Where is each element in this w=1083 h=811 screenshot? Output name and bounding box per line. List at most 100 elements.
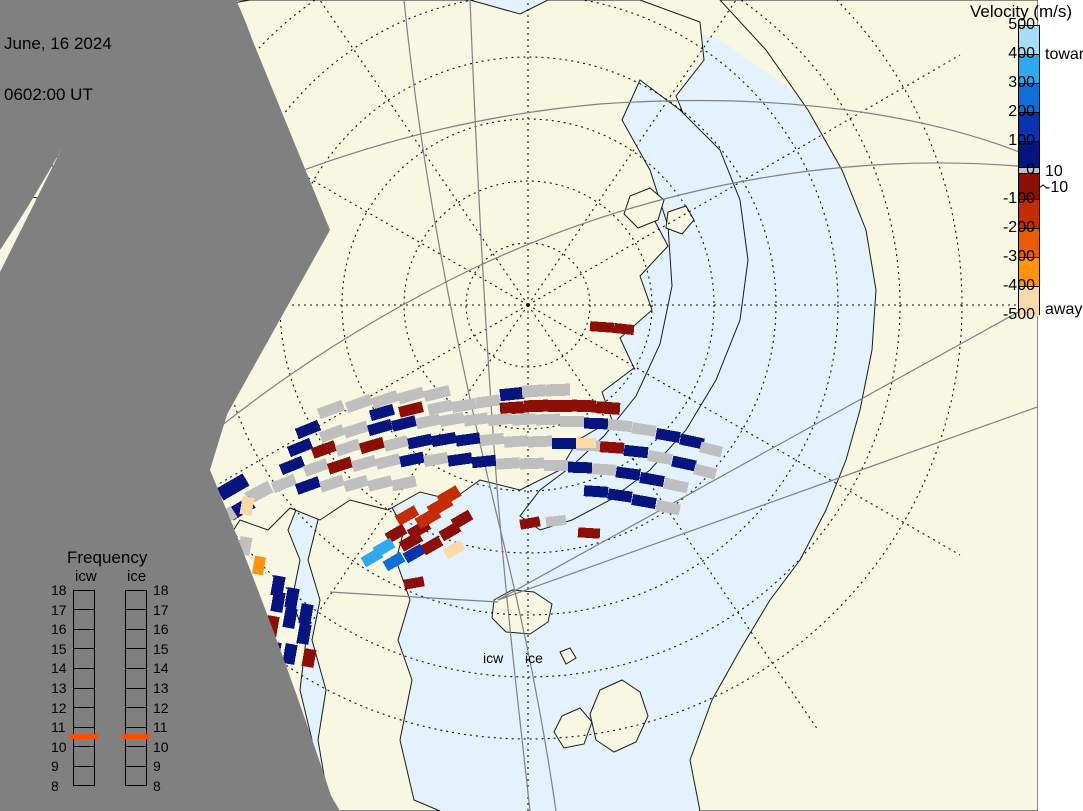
frequency-gridline bbox=[74, 628, 94, 630]
radar-cell bbox=[475, 394, 501, 409]
radar-cell bbox=[463, 412, 489, 427]
radar-cell bbox=[523, 399, 549, 413]
radar-cell bbox=[679, 433, 705, 450]
radar-cell bbox=[499, 386, 525, 402]
radar-cell bbox=[284, 587, 300, 609]
colorbar-tick--500: -500 bbox=[1002, 306, 1035, 323]
radar-cell bbox=[249, 630, 265, 650]
frequency-tick-left-14: 14 bbox=[51, 660, 67, 677]
frequency-gridline bbox=[126, 765, 146, 767]
colorbar-tick-500: 500 bbox=[1008, 16, 1035, 33]
radar-cell bbox=[567, 461, 593, 474]
frequency-gridline bbox=[126, 726, 146, 728]
colorbar-segment-10 bbox=[1019, 287, 1039, 316]
frequency-tick-left-9: 9 bbox=[51, 758, 59, 775]
radar-cell bbox=[607, 488, 633, 503]
frequency-gridline bbox=[74, 667, 94, 669]
radar-cell bbox=[423, 385, 451, 402]
colorbar-tick--400: -400 bbox=[1002, 277, 1035, 294]
radar-cell bbox=[527, 435, 553, 448]
frequency-tick-left-12: 12 bbox=[51, 699, 67, 716]
radar-cell bbox=[591, 463, 617, 476]
radar-cell bbox=[479, 432, 505, 447]
radar-cell bbox=[118, 328, 142, 350]
frequency-bar-icw bbox=[70, 590, 98, 786]
radar-cell bbox=[286, 437, 314, 458]
radar-cell bbox=[111, 346, 135, 368]
colorbar-toward-label: toward bbox=[1045, 46, 1083, 63]
frequency-gridline bbox=[74, 687, 94, 689]
radar-cell bbox=[344, 393, 374, 414]
colorbar-pointer-icon bbox=[1039, 184, 1047, 189]
radar-cell bbox=[367, 475, 393, 492]
radar-cell bbox=[655, 427, 681, 444]
frequency-gridline bbox=[74, 726, 94, 728]
frequency-gridline bbox=[74, 609, 94, 611]
frequency-tick-right-12: 12 bbox=[153, 699, 169, 716]
frequency-bar-ice bbox=[122, 590, 150, 786]
frequency-gridline bbox=[74, 648, 94, 650]
radar-cell bbox=[302, 458, 330, 477]
radar-cell bbox=[427, 399, 453, 416]
radar-cell bbox=[370, 390, 400, 409]
radar-cell bbox=[396, 386, 426, 405]
station-label-ice: ice bbox=[525, 650, 543, 666]
radar-cell bbox=[407, 433, 433, 450]
frequency-tick-left-17: 17 bbox=[51, 601, 67, 618]
radar-cell bbox=[391, 415, 417, 432]
radar-cell bbox=[447, 452, 473, 467]
radar-cell bbox=[571, 399, 597, 413]
radar-cell bbox=[403, 576, 425, 590]
radar-cell bbox=[692, 463, 718, 480]
radar-cell bbox=[296, 623, 312, 645]
frequency-tick-right-13: 13 bbox=[153, 680, 169, 696]
radar-cell bbox=[399, 451, 425, 468]
timestamp: June, 16 2024 0602:00 UT bbox=[4, 1, 112, 137]
radar-cell bbox=[394, 505, 420, 526]
colorbar-tick-200: 200 bbox=[1008, 103, 1035, 120]
radar-cell bbox=[318, 424, 346, 443]
radar-cell bbox=[436, 485, 462, 507]
radar-cell bbox=[252, 555, 266, 576]
frequency-tick-right-15: 15 bbox=[153, 640, 169, 657]
radar-cell bbox=[237, 536, 253, 556]
radar-cell bbox=[383, 435, 409, 452]
colorbar-gradient bbox=[1018, 25, 1040, 316]
frequency-marker-icw bbox=[70, 734, 98, 740]
radar-cell bbox=[655, 499, 681, 516]
radar-cell bbox=[431, 431, 457, 448]
radar-cell bbox=[423, 451, 449, 468]
radar-cell bbox=[503, 435, 529, 448]
radar-cell bbox=[398, 401, 424, 418]
radar-cell bbox=[631, 422, 657, 437]
colorbar-segment-0 bbox=[1019, 26, 1039, 55]
radar-cell bbox=[415, 413, 441, 430]
colorbar-segment-6 bbox=[1019, 173, 1039, 200]
radar-cell bbox=[294, 476, 322, 495]
radar-cell bbox=[334, 438, 362, 457]
colorbar-tick--300: -300 bbox=[1002, 248, 1035, 265]
radar-cell bbox=[647, 449, 673, 466]
frequency-gridline bbox=[126, 628, 146, 630]
radar-cell bbox=[375, 453, 401, 470]
colorbar-inner-high-label: 10 bbox=[1045, 163, 1063, 180]
radar-cell bbox=[278, 455, 306, 476]
frequency-tick-left-10: 10 bbox=[51, 738, 67, 755]
radar-cell bbox=[451, 397, 477, 414]
radar-cell bbox=[519, 516, 541, 530]
radar-cell bbox=[595, 401, 621, 415]
radar-cell bbox=[548, 400, 572, 412]
colorbar-tick--100: -100 bbox=[1002, 190, 1035, 207]
frequency-gridline bbox=[126, 707, 146, 709]
frequency-bar-label-icw: icw bbox=[75, 568, 97, 585]
map-panel[interactable]: June, 16 2024 0602:00 UT icw ice Frequen… bbox=[0, 0, 1038, 811]
radar-cell bbox=[326, 456, 354, 475]
frequency-tick-left-15: 15 bbox=[51, 640, 67, 657]
radar-cell bbox=[368, 403, 396, 422]
colorbar-segment-4 bbox=[1019, 142, 1039, 169]
frequency-tick-right-10: 10 bbox=[153, 738, 169, 755]
frequency-marker-ice bbox=[122, 734, 150, 740]
radar-cell bbox=[577, 527, 601, 539]
frequency-gridline bbox=[126, 609, 146, 611]
